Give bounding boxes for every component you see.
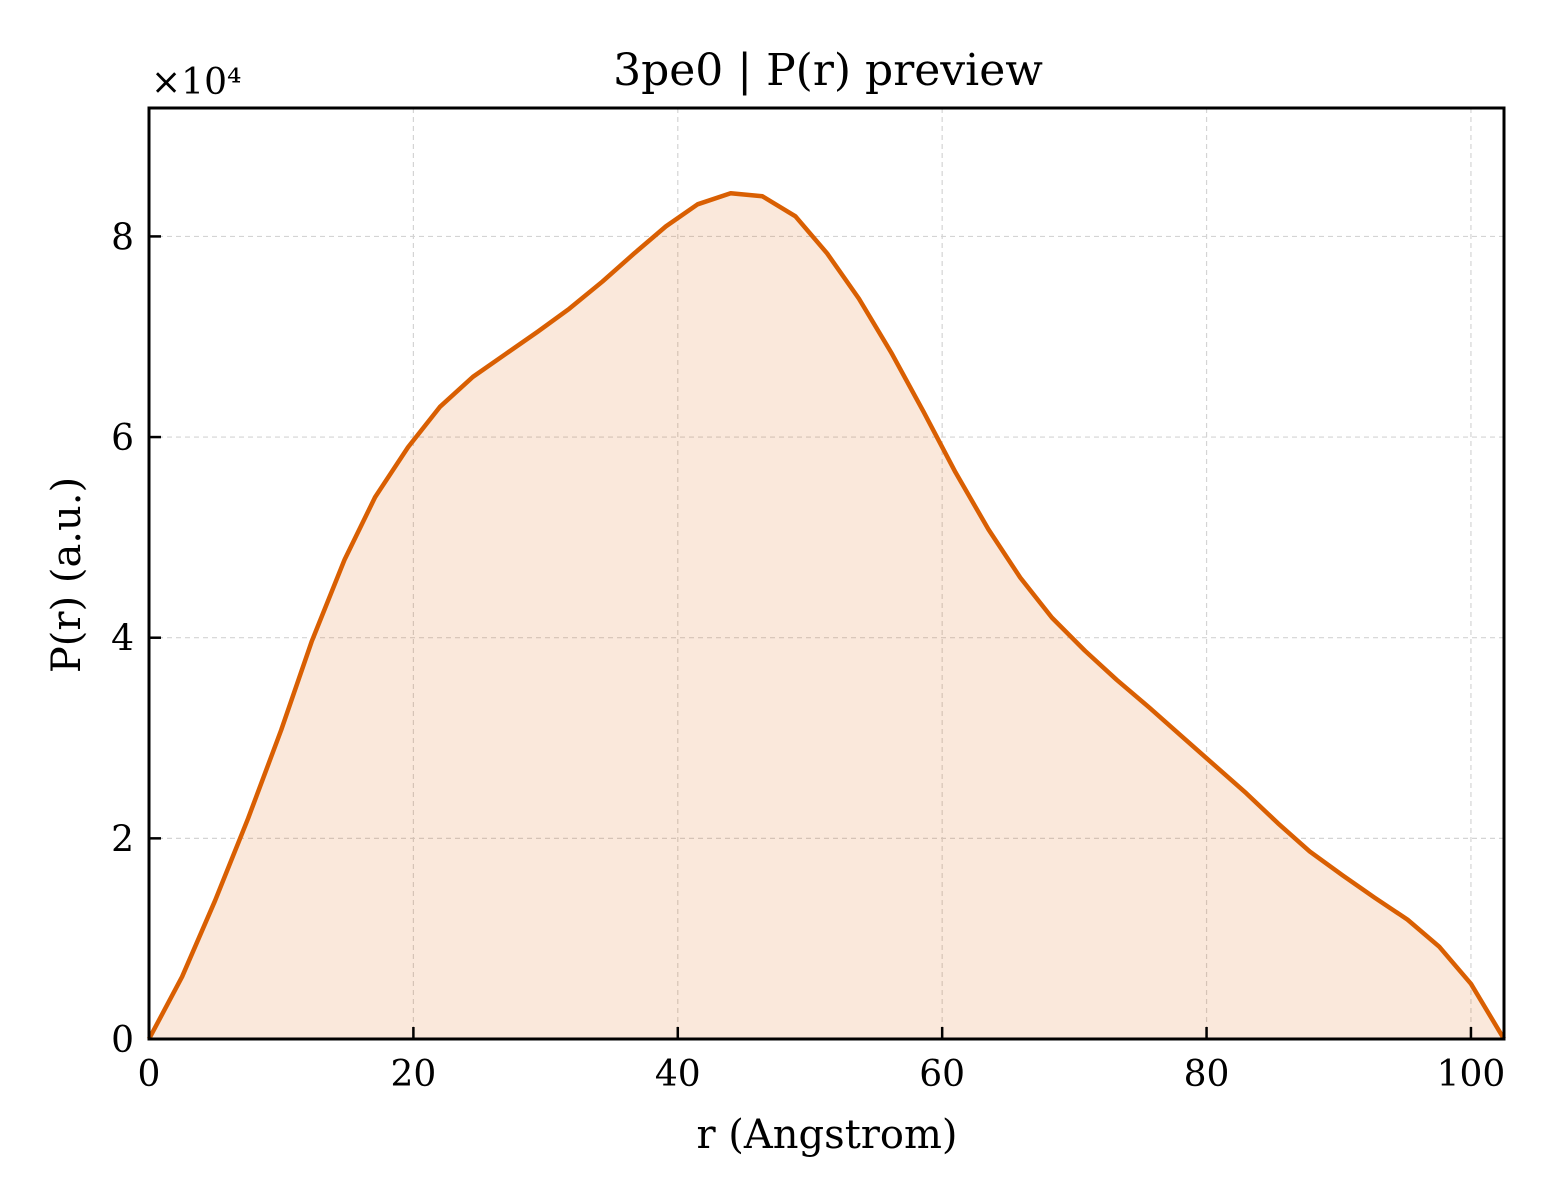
y-tick-labels: 0 2 4 6 8: [111, 217, 134, 1061]
grid-layer: [149, 108, 1504, 1039]
x-tick-label-1: 20: [390, 1054, 436, 1095]
y-multiplier-label: ×10⁴: [151, 62, 241, 103]
y-tick-label-3: 6: [111, 418, 134, 459]
chart-title: 3pe0 | P(r) preview: [613, 45, 1043, 96]
x-tick-label-0: 0: [138, 1054, 161, 1095]
y-axis-label: P(r) (a.u.): [44, 477, 90, 673]
series-area-fill: [149, 193, 1504, 1039]
x-tick-label-3: 60: [919, 1054, 965, 1095]
y-tick-label-1: 2: [111, 819, 134, 860]
x-tick-labels: 0 20 40 60 80 100: [138, 1054, 1506, 1095]
y-tick-label-2: 4: [111, 619, 134, 660]
x-tick-label-4: 80: [1184, 1054, 1230, 1095]
x-axis-label: r (Angstrom): [696, 1112, 957, 1158]
y-tick-label-0: 0: [111, 1020, 134, 1061]
x-tick-label-5: 100: [1437, 1054, 1506, 1095]
tick-layer: [147, 235, 1473, 1041]
x-tick-label-2: 40: [655, 1054, 701, 1095]
plot-frame: [147, 106, 1506, 1041]
y-tick-label-4: 8: [111, 217, 134, 258]
series-line: [147, 191, 1506, 1041]
